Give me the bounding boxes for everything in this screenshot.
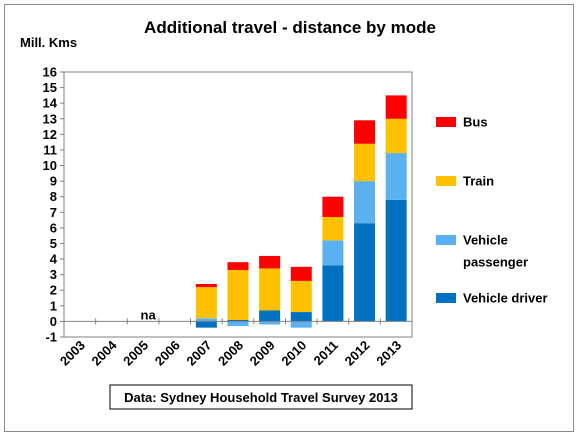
x-tick-label-2013: 2013 [373, 338, 404, 369]
legend-label-vehicle-passenger: Vehicle [463, 233, 508, 248]
y-tick-label: 3 [50, 267, 57, 282]
bar-bus-2013 [385, 95, 407, 119]
bar-vehicle-driver-2011 [322, 265, 344, 322]
bar-bus-2007 [195, 284, 217, 288]
bar-bus-2008 [227, 262, 249, 270]
bar-train-2011 [322, 216, 344, 241]
y-tick-label: -1 [45, 330, 57, 345]
bar-bus-2012 [354, 120, 376, 144]
bar-train-2007 [195, 287, 217, 319]
bar-vehicle-driver-2009 [259, 310, 281, 322]
chart-title: Additional travel - distance by mode [144, 18, 436, 37]
y-tick-label: 0 [50, 314, 57, 329]
x-tick-label-2009: 2009 [247, 338, 278, 369]
bar-bus-2011 [322, 196, 344, 217]
x-tick-label-2008: 2008 [215, 338, 246, 369]
x-tick-label-2007: 2007 [183, 338, 214, 369]
source-box [109, 384, 413, 410]
x-tick-label-2006: 2006 [152, 338, 183, 369]
y-tick-label: 11 [43, 142, 57, 157]
legend-swatch-train [436, 176, 456, 186]
y-tick-label: 7 [50, 205, 57, 220]
bar-vehicle-passenger-2007 [195, 318, 217, 322]
y-tick-label: 14 [43, 96, 58, 111]
y-tick-label: 1 [50, 298, 57, 313]
source-note: Data: Sydney Household Travel Survey 201… [124, 390, 398, 405]
y-tick-label: 13 [43, 111, 57, 126]
y-tick-label: 2 [50, 283, 57, 298]
y-tick-label: 4 [50, 252, 58, 267]
na-annotation: na [141, 307, 157, 322]
y-tick-label: 9 [50, 174, 57, 189]
legend-label-vehicle-passenger: passenger [463, 255, 528, 270]
legend-label-train: Train [463, 174, 494, 189]
x-tick-label-2012: 2012 [342, 338, 373, 369]
x-tick-label-2010: 2010 [278, 338, 309, 369]
y-tick-label: 5 [50, 236, 57, 251]
x-axis-labels: 2003 2004 2005 2006 2007 2008 2009 2010 2011 2012… [57, 337, 404, 369]
bar-train-2013 [385, 118, 407, 154]
bars [63, 95, 407, 328]
bar-vehicle-passenger-2009 [259, 321, 281, 325]
x-tick-label-2004: 2004 [89, 337, 121, 369]
legend-swatch-vehicle-passenger [436, 235, 456, 245]
bar-train-2008 [227, 269, 249, 320]
x-tick-label-2011: 2011 [310, 338, 341, 369]
bar-vehicle-passenger-2013 [385, 153, 407, 200]
x-tick-label-2005: 2005 [120, 338, 151, 369]
bar-vehicle-driver-2012 [354, 223, 376, 322]
y-tick-label: 10 [43, 158, 57, 173]
legend: Bus Train Vehicle passenger Vehicle driver [436, 115, 548, 306]
bar-vehicle-passenger-2011 [322, 240, 344, 266]
y-tick-label: 12 [43, 127, 57, 142]
legend-swatch-vehicle-driver [436, 293, 456, 303]
bar-bus-2009 [259, 255, 281, 269]
bar-vehicle-driver-2007 [195, 321, 217, 328]
bar-vehicle-passenger-2012 [354, 181, 376, 224]
bar-vehicle-driver-2008 [227, 319, 249, 322]
legend-swatch-bus [436, 117, 456, 127]
bar-train-2012 [354, 143, 376, 182]
y-tick-label: 16 [43, 65, 57, 80]
bar-train-2010 [290, 280, 312, 313]
bar-vehicle-passenger-2010 [290, 321, 312, 328]
x-tick-label-2003: 2003 [57, 338, 88, 369]
y-tick-label: 6 [50, 220, 57, 235]
y-tick-label: 15 [43, 80, 57, 95]
legend-label-vehicle-driver: Vehicle driver [463, 291, 548, 306]
bar-bus-2010 [290, 266, 312, 281]
bar-train-2009 [259, 268, 281, 311]
bar-vehicle-driver-2010 [290, 312, 312, 322]
y-tick-label: 8 [50, 189, 57, 204]
bar-vehicle-driver-2013 [385, 199, 407, 322]
y-axis-unit-label: Mill. Kms [20, 35, 77, 50]
bar-vehicle-passenger-2008 [227, 321, 249, 327]
legend-label-bus: Bus [463, 115, 488, 130]
